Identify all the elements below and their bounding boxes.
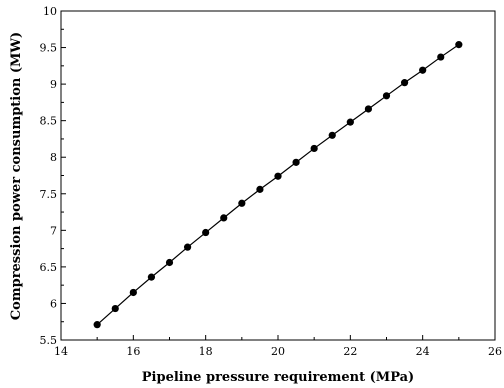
x-tick-label: 14 <box>54 345 68 358</box>
x-tick-label: 26 <box>488 345 502 358</box>
x-tick-label: 16 <box>126 345 140 358</box>
y-tick-label: 8 <box>50 151 57 164</box>
axis-ticks <box>60 10 496 341</box>
series-layer <box>93 41 463 329</box>
data-point <box>220 214 228 222</box>
y-tick-label: 7 <box>50 224 57 237</box>
y-tick-label: 10 <box>43 5 57 18</box>
data-point <box>400 79 409 87</box>
data-point <box>437 53 445 61</box>
data-point <box>382 92 391 100</box>
data-point <box>274 172 282 180</box>
data-point <box>346 118 354 126</box>
data-point <box>238 199 246 207</box>
data-point <box>165 258 174 267</box>
x-tick-label: 18 <box>199 345 213 358</box>
data-point <box>183 243 192 251</box>
y-tick-label: 6.5 <box>40 261 58 274</box>
data-point <box>93 321 101 329</box>
series-line <box>96 44 460 326</box>
data-point <box>256 185 264 193</box>
data-point <box>147 273 156 281</box>
y-tick-label: 9.5 <box>40 42 58 55</box>
tick-labels: 14 16 18 20 22 24 26 5.5 6 6.5 7 7.5 8 8.5 9 9.5 10 <box>40 5 503 358</box>
x-tick-label: 22 <box>343 345 357 358</box>
y-tick-label: 7.5 <box>40 188 58 201</box>
data-point <box>111 304 119 313</box>
y-tick-label: 5.5 <box>40 334 58 347</box>
data-point <box>310 144 318 153</box>
data-point <box>419 66 427 74</box>
x-axis-title: Pipeline pressure requirement (MPa) <box>142 370 414 385</box>
x-tick-label: 24 <box>416 345 430 358</box>
data-point <box>202 228 210 237</box>
data-point <box>364 105 373 113</box>
data-point <box>455 41 463 49</box>
data-point <box>328 131 336 139</box>
data-point <box>292 158 300 166</box>
y-axis-title: Compression power consumption (MW) <box>9 32 24 320</box>
data-point <box>129 288 137 297</box>
y-tick-label: 8.5 <box>40 115 58 128</box>
y-tick-label: 9 <box>50 78 57 91</box>
y-tick-label: 6 <box>50 297 57 310</box>
x-tick-label: 20 <box>271 345 285 358</box>
